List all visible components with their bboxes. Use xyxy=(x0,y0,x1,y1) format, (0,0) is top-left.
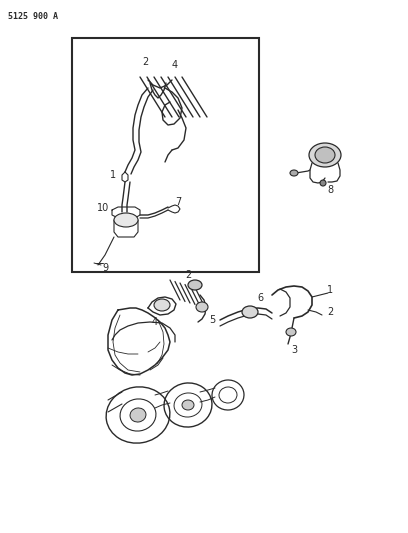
Ellipse shape xyxy=(315,147,335,163)
Ellipse shape xyxy=(114,213,138,227)
Text: 5125 900 A: 5125 900 A xyxy=(8,12,58,21)
Ellipse shape xyxy=(286,328,296,336)
Ellipse shape xyxy=(188,280,202,290)
Text: 4: 4 xyxy=(172,60,178,70)
Bar xyxy=(72,38,259,272)
Text: 6: 6 xyxy=(257,293,263,303)
Text: 1: 1 xyxy=(327,285,333,295)
Ellipse shape xyxy=(130,408,146,422)
Ellipse shape xyxy=(182,400,194,410)
Text: 4: 4 xyxy=(152,317,158,327)
Ellipse shape xyxy=(290,170,298,176)
Text: 5: 5 xyxy=(209,315,215,325)
Text: 9: 9 xyxy=(102,263,108,273)
Ellipse shape xyxy=(196,302,208,312)
Ellipse shape xyxy=(154,299,170,311)
Text: 7: 7 xyxy=(175,197,181,207)
Text: 2: 2 xyxy=(327,307,333,317)
Text: 3: 3 xyxy=(291,345,297,355)
Text: 10: 10 xyxy=(97,203,109,213)
Text: 1: 1 xyxy=(110,170,116,180)
Text: 2: 2 xyxy=(142,57,148,67)
Ellipse shape xyxy=(320,180,326,186)
Ellipse shape xyxy=(309,143,341,167)
Text: 8: 8 xyxy=(327,185,333,195)
Text: 2: 2 xyxy=(185,270,191,280)
Ellipse shape xyxy=(242,306,258,318)
